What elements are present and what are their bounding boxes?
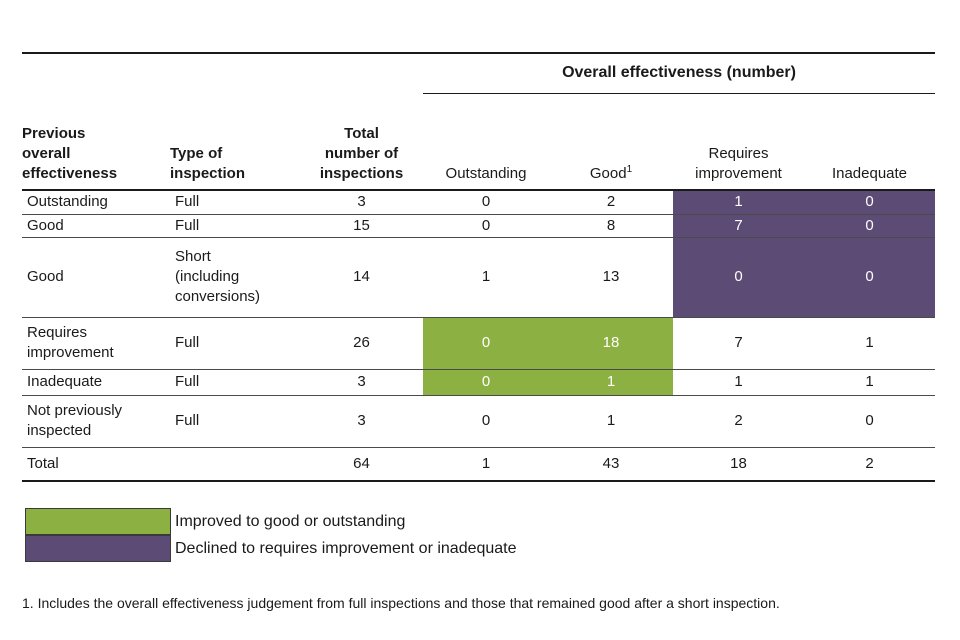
table-cell: 3 [300, 369, 423, 396]
table-cell: Good [22, 214, 170, 238]
table-cell: Total [22, 447, 170, 482]
col-header-requires-improvement: Requires improvement [673, 93, 804, 191]
table-cell: Inadequate [22, 369, 170, 396]
table-cell: 18 [673, 447, 804, 482]
table-row: Outstanding Full 3 0 2 1 0 [22, 190, 935, 215]
table-row-total: Total 64 1 43 18 2 [22, 447, 935, 482]
table-cell-improved: 0 [423, 317, 549, 370]
table-cell: Full [170, 214, 300, 238]
table-cell: 2 [673, 395, 804, 448]
table-cell: 43 [549, 447, 673, 482]
col-header-good: Good1 [549, 93, 673, 191]
effectiveness-table: Overall effectiveness (number) Previous … [22, 52, 935, 482]
table-cell: 14 [300, 237, 423, 318]
table-cell-improved: 0 [423, 369, 549, 396]
table-cell: Short (including conversions) [170, 237, 300, 318]
table-cell: 3 [300, 190, 423, 215]
span-header-spacer [22, 52, 423, 93]
table-cell: 1 [549, 395, 673, 448]
table-cell: 1 [423, 447, 549, 482]
footnote: 1. Includes the overall effectiveness ju… [22, 595, 780, 611]
col-header-outstanding: Outstanding [423, 93, 549, 191]
table-cell: 8 [549, 214, 673, 238]
green-swatch [25, 508, 171, 535]
table-cell-declined: 0 [804, 214, 935, 238]
span-header: Overall effectiveness (number) [423, 52, 935, 94]
table-cell: Good [22, 237, 170, 318]
table-cell: 64 [300, 447, 423, 482]
column-header-row: Previous overall effectiveness Type of i… [22, 93, 935, 191]
table-cell: 1 [423, 237, 549, 318]
legend-item-declined: Declined to requires improvement or inad… [25, 534, 960, 562]
legend-label: Declined to requires improvement or inad… [175, 539, 517, 557]
table-cell-declined: 0 [804, 190, 935, 215]
table-cell: Full [170, 395, 300, 448]
table-cell-declined: 1 [673, 190, 804, 215]
table-cell: 1 [673, 369, 804, 396]
legend: Improved to good or outstanding Declined… [25, 508, 960, 562]
table-cell-improved: 1 [549, 369, 673, 396]
table-cell: 1 [804, 317, 935, 370]
table-cell: 0 [804, 395, 935, 448]
table-cell: 0 [423, 214, 549, 238]
table-cell: 7 [673, 317, 804, 370]
footnote-marker: 1 [626, 164, 633, 175]
table-cell: 26 [300, 317, 423, 370]
table-cell: 2 [804, 447, 935, 482]
table-cell: 13 [549, 237, 673, 318]
table-row: Inadequate Full 3 0 1 1 1 [22, 369, 935, 396]
table-cell: 1 [804, 369, 935, 396]
purple-swatch [25, 534, 171, 562]
legend-item-improved: Improved to good or outstanding [25, 508, 960, 535]
table-cell-declined: 0 [673, 237, 804, 318]
table-row: Good Short (including conversions) 14 1 … [22, 237, 935, 318]
table-row: Good Full 15 0 8 7 0 [22, 214, 935, 238]
table-cell: Not previously inspected [22, 395, 170, 448]
table-cell: 0 [423, 190, 549, 215]
table-cell: 3 [300, 395, 423, 448]
table-cell: Outstanding [22, 190, 170, 215]
col-header-total-inspections: Total number of inspections [300, 93, 423, 191]
table-cell: Full [170, 369, 300, 396]
span-header-row: Overall effectiveness (number) [22, 52, 935, 94]
table-cell [170, 447, 300, 482]
table-cell: 15 [300, 214, 423, 238]
col-header-previous-effectiveness: Previous overall effectiveness [22, 93, 170, 191]
table-cell: 2 [549, 190, 673, 215]
table-row: Requires improvement Full 26 0 18 7 1 [22, 317, 935, 370]
col-header-inspection-type: Type of inspection [170, 93, 300, 191]
table-cell: 0 [423, 395, 549, 448]
table-cell: Full [170, 190, 300, 215]
table-cell-declined: 0 [804, 237, 935, 318]
col-header-inadequate: Inadequate [804, 93, 935, 191]
table-cell: Requires improvement [22, 317, 170, 370]
legend-label: Improved to good or outstanding [175, 512, 406, 530]
table-cell: Full [170, 317, 300, 370]
table-cell-declined: 7 [673, 214, 804, 238]
table-cell-improved: 18 [549, 317, 673, 370]
table-row: Not previously inspected Full 3 0 1 2 0 [22, 395, 935, 448]
